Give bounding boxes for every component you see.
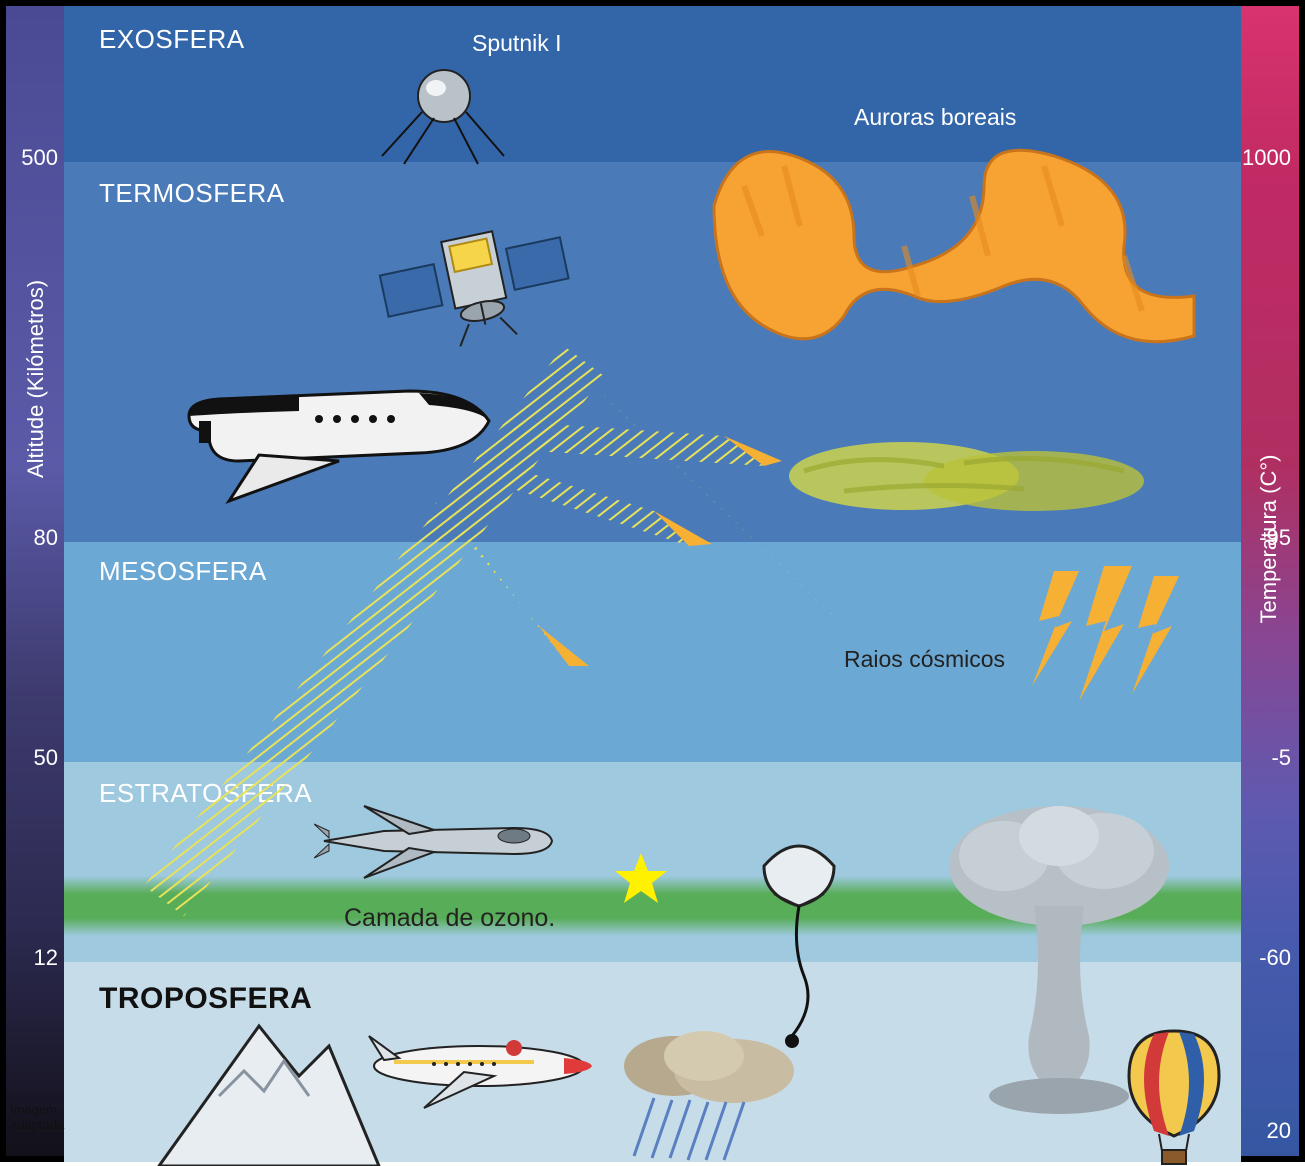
- right-axis-bar: Temperatura (C°): [1241, 6, 1299, 1156]
- adapted-note: Imagemadaptada: [10, 1103, 64, 1132]
- label-aurora: Auroras boreais: [854, 104, 1016, 131]
- label-raios: Raios cósmicos: [844, 646, 1005, 673]
- star-icon: [614, 851, 669, 906]
- alt-tick-50: 50: [12, 745, 58, 771]
- fighter-jet-icon: [314, 796, 554, 886]
- temp-tick-n5: -5: [1271, 745, 1291, 771]
- left-axis-bar: Altitude (Kilómetros): [6, 6, 64, 1156]
- temp-tick-1000: 1000: [1242, 145, 1291, 171]
- temp-tick-n60: -60: [1259, 945, 1291, 971]
- alt-tick-12: 12: [12, 945, 58, 971]
- alt-tick-80: 80: [12, 525, 58, 551]
- hot-air-balloon-icon: [1124, 1026, 1224, 1166]
- weather-balloon-icon: [744, 836, 854, 1056]
- altitude-axis-label: Altitude (Kilómetros): [23, 269, 49, 489]
- alt-tick-500: 500: [12, 145, 58, 171]
- temp-tick-20: 20: [1267, 1118, 1291, 1144]
- temp-tick-n95: -95: [1259, 525, 1291, 551]
- mountain-icon: [149, 1016, 389, 1166]
- airliner-icon: [364, 1016, 594, 1116]
- raincloud-icon: [604, 1026, 814, 1166]
- label-sputnik: Sputnik I: [472, 30, 562, 57]
- diagram-canvas: EXOSFERA TERMOSFERA MESOSFERA ESTRATOSFE…: [64, 6, 1241, 1156]
- cosmic-rays-icon: [1024, 566, 1194, 716]
